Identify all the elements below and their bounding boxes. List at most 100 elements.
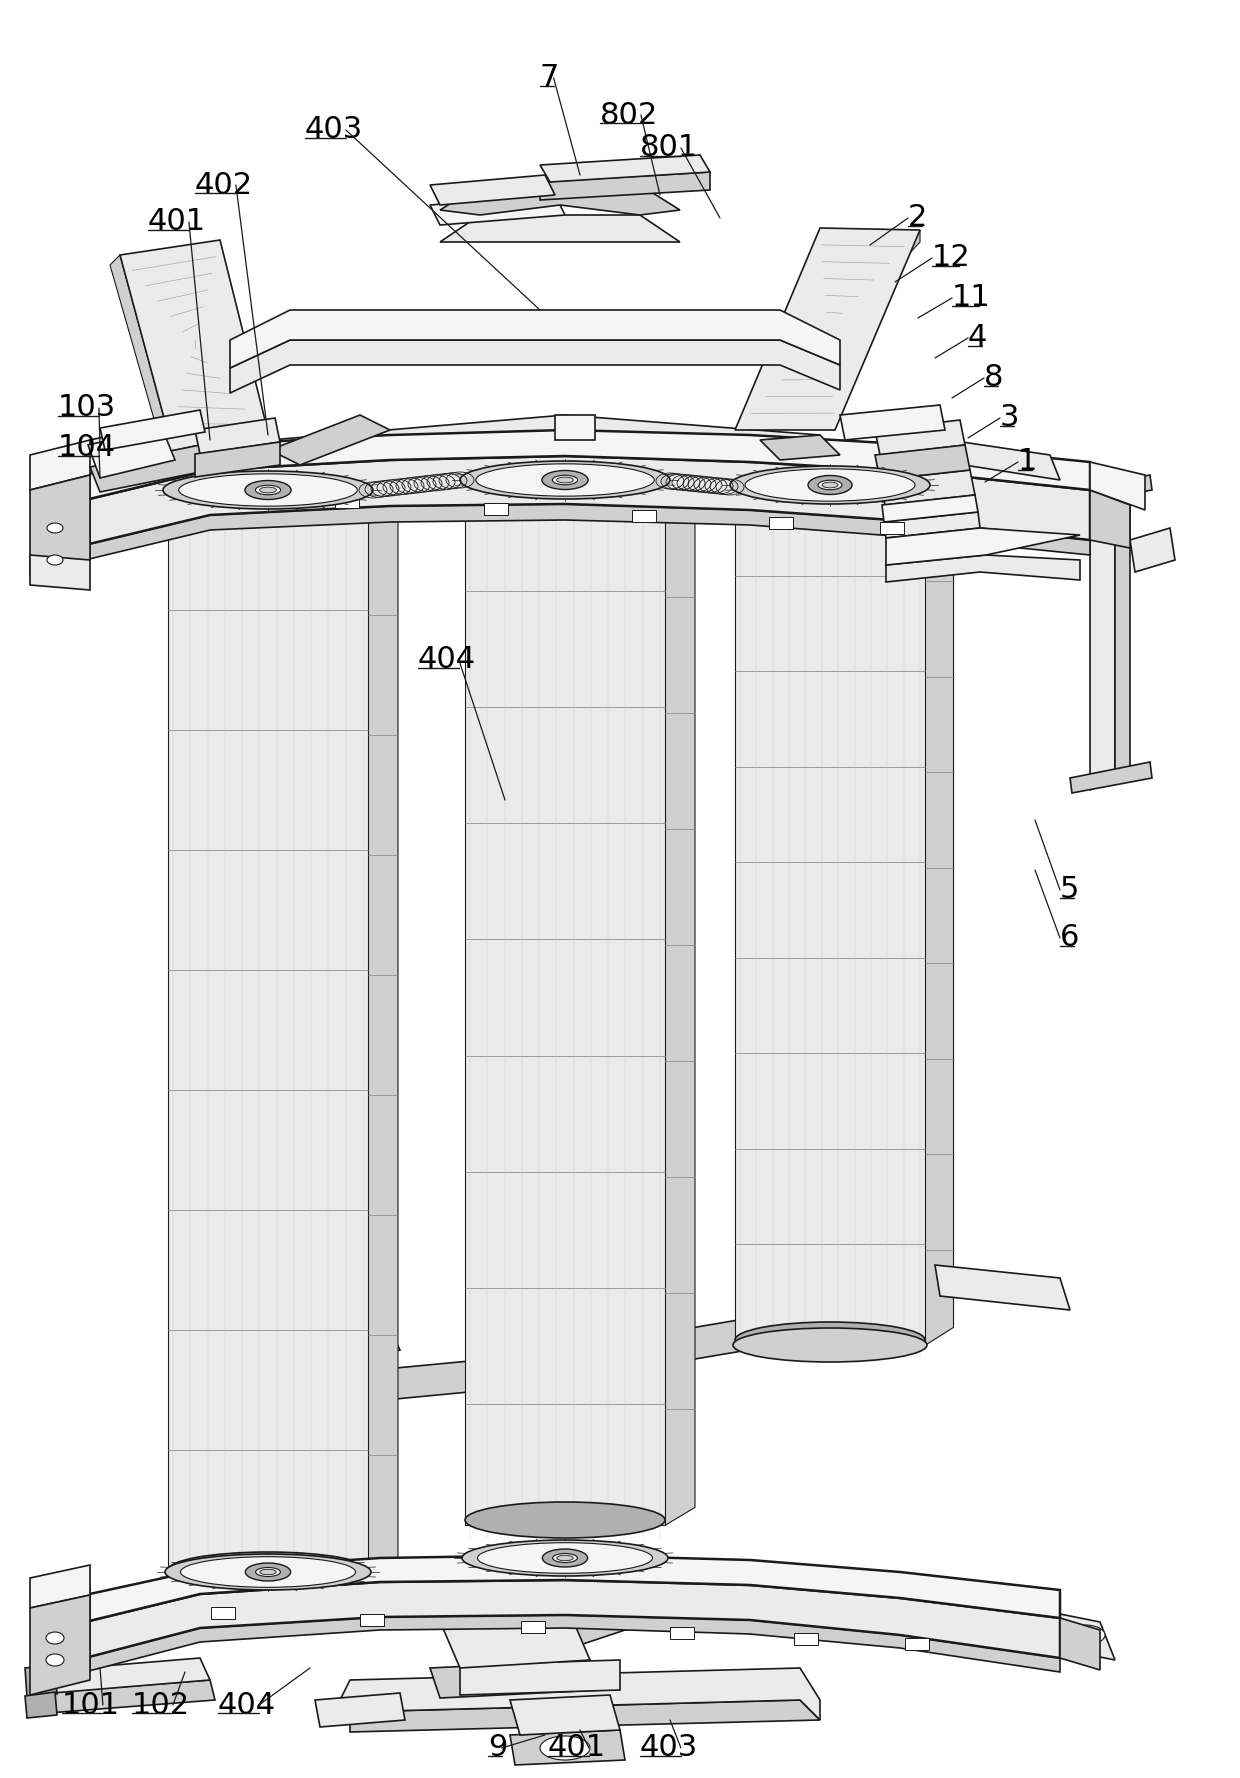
Ellipse shape [733, 1328, 928, 1362]
Text: 103: 103 [58, 393, 117, 423]
Polygon shape [875, 420, 965, 455]
Text: 101: 101 [62, 1691, 120, 1719]
Text: 9: 9 [489, 1734, 507, 1762]
Polygon shape [86, 1581, 1060, 1659]
Polygon shape [1070, 475, 1152, 505]
Polygon shape [195, 443, 280, 477]
Polygon shape [229, 340, 839, 393]
Polygon shape [335, 496, 360, 509]
Text: 102: 102 [131, 1691, 190, 1719]
Ellipse shape [539, 1735, 590, 1760]
Polygon shape [120, 240, 270, 439]
Polygon shape [30, 555, 91, 590]
Ellipse shape [818, 480, 842, 489]
Ellipse shape [179, 475, 357, 507]
Polygon shape [430, 1590, 590, 1668]
Text: 402: 402 [195, 171, 253, 199]
Polygon shape [86, 503, 1090, 560]
Text: 11: 11 [952, 283, 991, 313]
Polygon shape [769, 517, 794, 530]
Polygon shape [430, 196, 565, 226]
Polygon shape [270, 1360, 490, 1410]
Ellipse shape [542, 471, 588, 489]
Ellipse shape [553, 1554, 578, 1563]
Ellipse shape [259, 1570, 277, 1575]
Ellipse shape [476, 464, 655, 496]
Polygon shape [211, 491, 236, 501]
Ellipse shape [47, 555, 63, 565]
Polygon shape [30, 1565, 91, 1607]
Polygon shape [560, 1581, 701, 1645]
Ellipse shape [460, 461, 670, 500]
Polygon shape [620, 1317, 760, 1371]
Text: 404: 404 [218, 1691, 277, 1719]
Ellipse shape [47, 523, 63, 533]
Polygon shape [270, 414, 820, 461]
Polygon shape [484, 503, 508, 516]
Ellipse shape [465, 457, 665, 493]
Ellipse shape [167, 1552, 368, 1588]
Polygon shape [440, 174, 680, 215]
Ellipse shape [822, 482, 838, 487]
Polygon shape [60, 1588, 91, 1680]
Polygon shape [91, 444, 210, 493]
Polygon shape [100, 411, 205, 450]
Polygon shape [510, 1730, 625, 1766]
Polygon shape [510, 1694, 620, 1735]
Polygon shape [665, 462, 694, 1526]
Ellipse shape [1065, 1625, 1105, 1645]
Polygon shape [86, 1556, 1060, 1622]
Polygon shape [935, 437, 1060, 480]
Polygon shape [735, 229, 920, 443]
Text: 401: 401 [148, 208, 206, 236]
Polygon shape [1040, 1611, 1115, 1661]
Polygon shape [280, 1310, 401, 1380]
Ellipse shape [255, 485, 280, 494]
Polygon shape [30, 1595, 91, 1694]
Ellipse shape [167, 471, 368, 509]
Polygon shape [167, 496, 368, 1575]
Ellipse shape [542, 1549, 588, 1566]
Polygon shape [1115, 493, 1130, 781]
Polygon shape [735, 485, 925, 1346]
Polygon shape [30, 1659, 210, 1694]
Ellipse shape [165, 1554, 371, 1590]
Polygon shape [30, 439, 91, 491]
Ellipse shape [255, 1568, 280, 1577]
Polygon shape [521, 1622, 546, 1632]
Polygon shape [430, 174, 556, 204]
Polygon shape [887, 528, 1080, 565]
Polygon shape [86, 455, 1090, 546]
Polygon shape [539, 172, 711, 199]
Polygon shape [110, 254, 170, 439]
Polygon shape [1090, 491, 1130, 548]
Ellipse shape [46, 1654, 64, 1666]
Polygon shape [440, 215, 680, 242]
Polygon shape [839, 405, 945, 439]
Ellipse shape [557, 1556, 573, 1561]
Polygon shape [794, 1632, 818, 1645]
Ellipse shape [735, 1323, 925, 1358]
Polygon shape [211, 1607, 236, 1620]
Text: 8: 8 [985, 363, 1003, 393]
Polygon shape [315, 1693, 405, 1726]
Text: 403: 403 [305, 116, 363, 144]
Polygon shape [25, 1664, 57, 1696]
Ellipse shape [259, 487, 277, 493]
Ellipse shape [808, 475, 852, 494]
Ellipse shape [465, 1502, 665, 1538]
Polygon shape [556, 414, 595, 439]
Polygon shape [1070, 763, 1152, 793]
Text: 802: 802 [600, 101, 658, 130]
Polygon shape [430, 1661, 600, 1698]
Ellipse shape [244, 480, 291, 500]
Polygon shape [1060, 1618, 1100, 1670]
Polygon shape [360, 1614, 384, 1627]
Text: 2: 2 [908, 203, 928, 233]
Polygon shape [880, 469, 975, 505]
Polygon shape [86, 1614, 1060, 1671]
Polygon shape [368, 478, 398, 1575]
Polygon shape [670, 1627, 694, 1639]
Text: 12: 12 [932, 244, 971, 272]
Polygon shape [875, 444, 970, 480]
